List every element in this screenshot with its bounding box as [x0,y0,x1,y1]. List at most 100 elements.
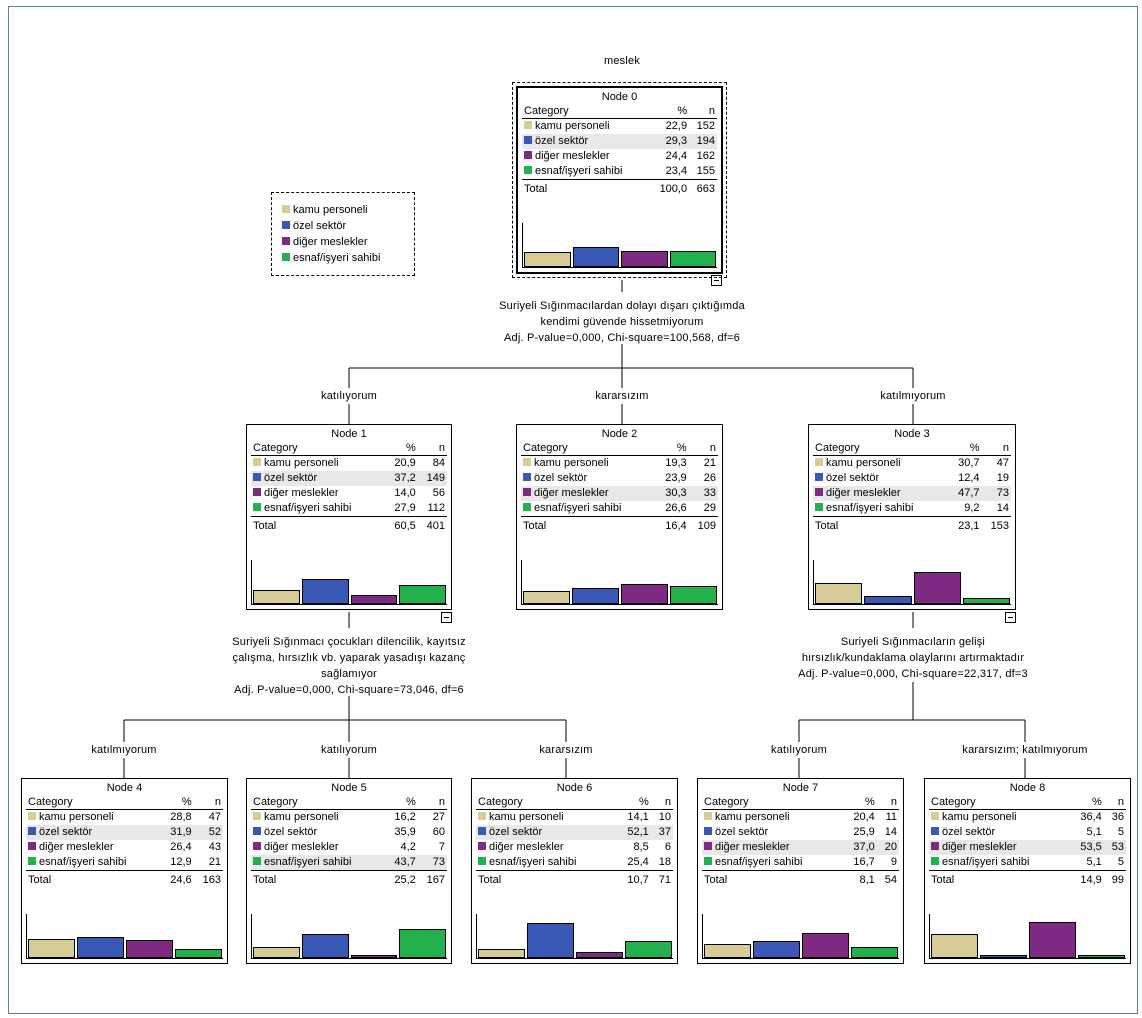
category-cell: kamu personeli [522,119,650,135]
node-title: Node 4 [106,782,143,794]
node-4[interactable]: Node 4 Category% n kamu personeli 28,8 47 özel… [21,778,228,964]
n-cell: 6 [664,841,671,853]
table-row: kamu personeli 28,8 47 [26,810,223,826]
total-row: Total 24,6 163 [26,871,223,889]
node-table: Category% n kamu personeli 14,1 10 özel sektö… [476,795,673,888]
col-header-n: n [650,795,673,810]
node-1[interactable]: Node 1 Category% n kamu personeli 20,9 84 özel… [246,424,452,623]
category-cell: kamu personeli [813,456,948,472]
table-row: esnaf/işyeri sahibi 5,1 5 [929,855,1126,871]
category-swatch [524,136,532,144]
pct-cell: 43,7 [384,855,418,871]
pct-cell: 53,5 [1069,840,1104,855]
category-label: esnaf/işyeri sahibi [39,856,127,868]
node-0[interactable]: Node 0 Category% n kamu personeli 22,9 152 öze… [512,82,727,286]
node-5[interactable]: Node 5 Category% n kamu personeli 16,2 27 özel… [246,778,452,964]
pct-cell: 30,7 [958,457,980,469]
node-histogram [521,560,718,605]
category-label: özel sektör [264,826,318,838]
table-row: kamu personeli 30,7 47 [813,456,1011,472]
node-title: Node 7 [782,782,819,794]
pct-cell: 20,9 [394,457,416,469]
collapse-icon[interactable] [441,612,452,623]
split-line: hırsızlık/kundaklama olaylarını artırmak… [801,652,1025,664]
n-cell: 152 [696,120,715,132]
node-2[interactable]: Node 2 Category% n kamu personeli 19,3 21 özel… [516,424,723,610]
pct-cell: 16,7 [842,855,877,871]
col-header-category: Category [522,104,650,119]
node-3[interactable]: Node 3 Category% n kamu personeli 30,7 47 özel… [808,424,1016,623]
category-swatch [931,857,939,865]
table-row: diğer meslekler 30,3 33 [521,486,718,501]
category-swatch [523,503,531,511]
pct-cell: 31,9 [160,825,194,840]
histogram-bar-kamu [524,251,571,267]
histogram-bar-esnaf [399,928,446,958]
category-swatch [523,473,531,481]
node-histogram [522,223,717,268]
total-label: Total [524,183,548,195]
histogram-bar-diger [126,940,173,958]
node-8[interactable]: Node 8 Category% n kamu personeli 36,4 36 özel… [924,778,1131,964]
category-swatch [704,842,712,850]
category-cell: esnaf/işyeri sahibi [522,164,650,180]
node-7[interactable]: Node 7 Category% n kamu personeli 20,4 11 özel… [697,778,904,964]
category-cell: esnaf/işyeri sahibi [26,855,161,871]
n-cell: 10 [658,811,671,823]
n-cell: 36 [1111,811,1124,823]
n-cell: 47 [208,811,221,823]
pct-cell: 5,1 [1069,855,1104,871]
category-label: diğer meslekler [942,841,1017,853]
category-swatch [704,812,712,820]
histogram-bar-kamu [931,933,978,958]
category-cell: diğer meslekler [26,840,160,855]
n-cell: 14 [884,826,897,838]
table-row: diğer meslekler 47,7 73 [813,486,1011,501]
category-cell: diğer meslekler [813,486,949,501]
histogram-bar-ozel [980,954,1027,958]
pct-cell: 14,1 [627,811,649,823]
category-label: kamu personeli [264,811,339,823]
category-label: diğer meslekler [489,841,564,853]
category-swatch [253,812,261,820]
table-row: diğer meslekler 8,5 6 [476,840,673,855]
histogram-bar-esnaf [399,585,446,604]
col-header-category: Category [702,795,843,810]
pct-cell: 26,4 [170,841,192,853]
node-title: Node 3 [894,428,930,440]
col-header-n: n [688,441,718,456]
category-cell: esnaf/işyeri sahibi [521,501,656,517]
node-table: Category% n kamu personeli 16,2 27 özel sektö… [251,795,447,888]
collapse-icon[interactable] [711,275,722,286]
node-6[interactable]: Node 6 Category% n kamu personeli 14,1 10 özel… [471,778,678,964]
split-text-node0: Suriyeli Sığınmacılardan dolayı dışarı ç… [499,298,745,346]
collapse-icon[interactable] [1005,612,1016,623]
pct-cell: 12,4 [958,472,980,484]
pct-cell: 30,3 [655,486,689,501]
legend-swatch-esnaf [282,253,290,261]
category-cell: özel sektör [702,825,842,840]
n-cell: 14 [981,501,1011,517]
node-histogram [929,914,1126,959]
table-row: özel sektör 23,9 26 [521,471,718,486]
category-cell: özel sektör [813,471,948,486]
category-label: özel sektör [489,826,543,838]
table-row: esnaf/işyeri sahibi 9,2 14 [813,501,1011,517]
category-swatch [815,488,823,496]
pct-cell: 52,1 [616,825,651,840]
n-cell: 21 [703,457,716,469]
pct-cell: 9,2 [948,501,982,517]
histogram-bar-diger [576,952,623,958]
branch-label-node2: kararsızım [593,390,651,403]
pct-cell: 37,0 [842,840,877,855]
legend-item-esnaf: esnaf/işyeri sahibi [282,250,414,266]
legend-label: esnaf/işyeri sahibi [293,252,381,264]
branch-label-node6: kararsızım [537,744,595,757]
total-label: Total [815,520,839,532]
col-header-category: Category [26,795,161,810]
histogram-bar-ozel [301,933,349,958]
split-line: Suriyeli Sığınmacılardan dolayı dışarı ç… [499,300,745,312]
col-header-pct: % [842,795,877,810]
table-row: esnaf/işyeri sahibi 16,7 9 [702,855,899,871]
pct-cell: 36,4 [1080,811,1102,823]
